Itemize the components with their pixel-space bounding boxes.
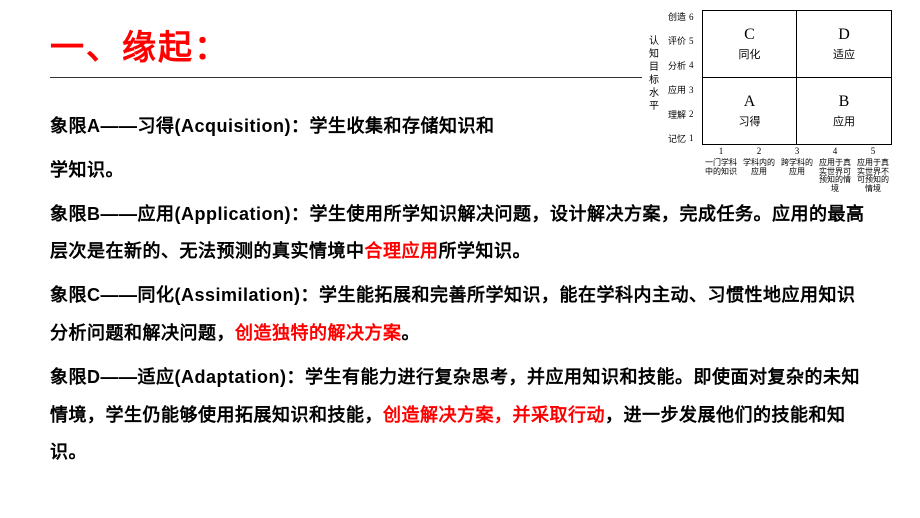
- para-c-highlight: 创造独特的解决方案: [235, 323, 402, 343]
- quadrant-d: D 适应: [797, 11, 891, 78]
- paragraph-b: 象限B——应用(Application)：学生使用所学知识解决问题，设计解决方案…: [50, 196, 870, 272]
- y-axis-ticks: 创造6 评价5 分析4 应用3 理解2 记忆1: [664, 10, 697, 145]
- y-tick-label: 应用: [664, 83, 686, 96]
- para-b-suffix: 所学知识。: [439, 241, 532, 261]
- x-tick-num: 5: [871, 147, 876, 157]
- quad-letter: C: [744, 26, 755, 44]
- y-tick-num: 2: [689, 109, 697, 119]
- para-a-line2-text: 学知识。: [50, 160, 124, 180]
- paragraph-c: 象限C——同化(Assimilation)：学生能拓展和完善所学知识，能在学科内…: [50, 277, 870, 353]
- para-a-text: 象限A——习得(Acquisition)：学生收集和存储知识和: [50, 116, 494, 136]
- para-c-suffix: 。: [402, 323, 421, 343]
- y-tick-num: 1: [689, 133, 697, 143]
- x-tick-label: 学科内的应用: [740, 159, 778, 177]
- x-axis-ticks: 1 一门学科中的知识 2 学科内的应用 3 跨学科的应用 4 应用于真实世界可预知的情境…: [702, 147, 892, 194]
- y-tick-label: 理解: [664, 108, 686, 121]
- para-c-prefix: 象限C——同化(Assimilation)：学生能拓展和完善所学知识，能在学科内…: [50, 285, 856, 343]
- quad-letter: B: [839, 93, 850, 111]
- quad-letter: D: [838, 26, 850, 44]
- paragraph-d: 象限D——适应(Adaptation)：学生有能力进行复杂思考，并应用知识和技能…: [50, 359, 870, 472]
- y-tick-label: 创造: [664, 10, 686, 23]
- x-tick-num: 1: [719, 147, 724, 157]
- quad-label: 同化: [739, 46, 761, 62]
- y-tick-label: 评价: [664, 34, 686, 47]
- quadrant-c: C 同化: [703, 11, 797, 78]
- y-tick-num: 3: [689, 85, 697, 95]
- x-tick-num: 4: [833, 147, 838, 157]
- quad-label: 应用: [833, 113, 855, 129]
- y-tick-label: 分析: [664, 59, 686, 72]
- x-tick-label: 一门学科中的知识: [702, 159, 740, 177]
- quadrant-b: B 应用: [797, 78, 891, 145]
- y-axis-title: 认知目标水平: [647, 35, 661, 113]
- x-tick-label: 应用于真实世界可预知的情境: [816, 159, 854, 194]
- y-tick-label: 记忆: [664, 132, 686, 145]
- x-tick-num: 2: [757, 147, 762, 157]
- y-tick-num: 6: [689, 12, 697, 22]
- x-tick-label: 应用于真实世界不可预知的情境: [854, 159, 892, 194]
- quad-label: 习得: [739, 113, 761, 129]
- x-tick-num: 3: [795, 147, 800, 157]
- para-d-highlight: 创造解决方案，并采取行动: [383, 405, 605, 425]
- quad-letter: A: [744, 93, 756, 111]
- quadrant-chart: 认知目标水平 创造6 评价5 分析4 应用3 理解2 记忆1 C 同化 D 适应…: [642, 5, 902, 200]
- para-b-highlight: 合理应用: [365, 241, 439, 261]
- x-tick-label: 跨学科的应用: [778, 159, 816, 177]
- y-tick-num: 5: [689, 36, 697, 46]
- y-tick-num: 4: [689, 60, 697, 70]
- quadrant-a: A 习得: [703, 78, 797, 145]
- quadrant-grid: C 同化 D 适应 A 习得 B 应用: [702, 10, 892, 145]
- quad-label: 适应: [833, 46, 855, 62]
